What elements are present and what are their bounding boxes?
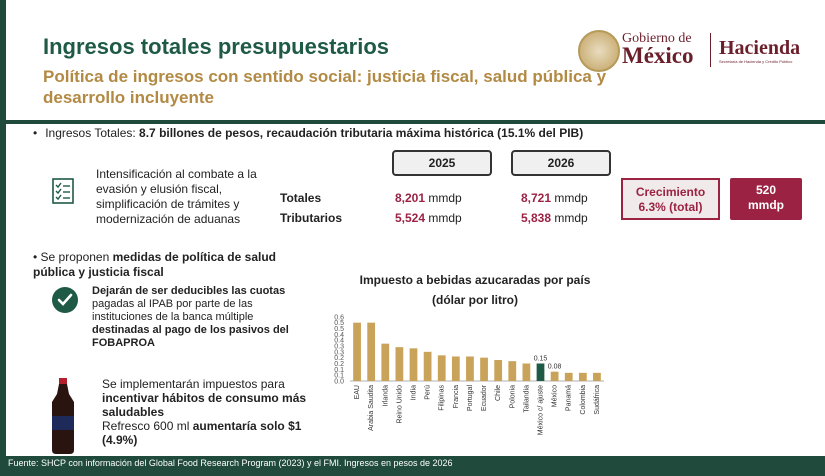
x-tick-label: México c/ ajuste (538, 385, 545, 435)
y-tick-label: 0.6 (334, 314, 344, 321)
y-tick-label: 0.1 (334, 367, 344, 374)
logo-separator (710, 33, 711, 67)
checklist-icon (52, 178, 74, 204)
y-tick-label: 0.5 (334, 320, 344, 327)
bar (550, 371, 559, 381)
bar (367, 322, 376, 381)
x-tick-label: México (552, 385, 559, 407)
footer-source: Fuente: SHCP con información del Global … (0, 456, 825, 476)
bullet1-bold: 8.7 billones de pesos, recaudación tribu… (139, 126, 584, 140)
year-2026-header: 2026 (511, 150, 611, 176)
y-tick-label: 0.3 (334, 349, 344, 356)
x-tick-label: Sudáfrica (594, 385, 601, 415)
y-tick-label: 0.4 (334, 338, 344, 345)
growth-badge: Crecimiento 6.3% (total) (621, 178, 720, 220)
year-2025-header: 2025 (392, 150, 492, 176)
logo-hacienda-subtitle: Secretaría de Hacienda y Crédito Público (719, 59, 793, 64)
bar (381, 343, 390, 381)
intensificacion-text: Intensificación al combate a la evasión … (96, 167, 257, 226)
soda-bottle-icon (52, 378, 74, 454)
logo-gobierno-line2: México (622, 43, 694, 68)
bar (353, 322, 361, 381)
bullet2-prefix: Se proponen (40, 250, 113, 264)
header-divider (0, 120, 825, 124)
bullet-ingresos-totales: • Ingresos Totales: 8.7 billones de pesos… (33, 126, 583, 140)
value-tributarios-2026: 5,838 mmdp (521, 211, 588, 225)
impuestos-text: Se implementarán impuestos para incentiv… (102, 377, 307, 447)
value-totales-2025: 8,201 mmdp (395, 191, 462, 205)
x-tick-label: Colombia (580, 385, 587, 415)
deducibles-text: Dejarán de ser deducibles las cuotas pag… (92, 285, 289, 349)
x-tick-label: Arabia Saudita (368, 385, 375, 431)
bar (437, 355, 446, 381)
x-tick-label: Tailandia (523, 385, 530, 413)
chart-title: Impuesto a bebidas azucaradas por país (… (340, 270, 610, 310)
growth-line1: Crecimiento (635, 185, 706, 199)
x-tick-label: EAU (354, 385, 361, 399)
amount-badge: 520 mmdp (730, 178, 802, 220)
bar (536, 363, 545, 381)
bullet2-bold: medidas de política de salud pública y j… (33, 250, 276, 279)
chart-title-line2: (dólar por litro) (432, 293, 518, 307)
y-tick-label: 0.4 (334, 332, 344, 339)
row-label-totales: Totales (280, 191, 322, 205)
page-subtitle: Política de ingresos con sentido social:… (43, 67, 607, 107)
bar (395, 347, 404, 381)
y-tick-label: 0.5 (334, 326, 344, 333)
x-tick-label: Chile (495, 385, 502, 401)
y-tick-label: 0.2 (334, 355, 344, 362)
bullet-dot: • (33, 250, 38, 264)
bullet-medidas: • Se proponen medidas de política de sal… (33, 250, 303, 280)
bar (593, 372, 601, 381)
value-tributarios-2025: 5,524 mmdp (395, 211, 462, 225)
bar (564, 372, 573, 381)
amount-line2: mmdp (748, 198, 784, 212)
chart-title-line1: Impuesto a bebidas azucaradas por país (359, 273, 591, 287)
y-tick-label: 0.2 (334, 361, 344, 368)
bar (466, 356, 474, 381)
bar (451, 356, 460, 381)
data-label: 0.08 (548, 364, 562, 371)
bar (578, 372, 587, 381)
y-tick-label: 0.1 (334, 373, 344, 380)
x-tick-label: Perú (425, 385, 432, 400)
x-tick-label: Ecuador (481, 384, 488, 411)
bullet1-prefix: Ingresos Totales: (45, 126, 140, 140)
page-title: Ingresos totales presupuestarios (43, 34, 389, 59)
amount-line1: 520 (755, 183, 777, 197)
growth-line2: 6.3% (total) (638, 200, 703, 214)
y-tick-label: 0.0 (334, 379, 344, 386)
bar (409, 348, 418, 381)
checkmark-icon (52, 287, 78, 313)
x-tick-label: Filipinas (439, 385, 446, 411)
x-tick-label: Panamá (566, 385, 573, 411)
logo-gobierno-line1: Gobierno de (622, 31, 692, 46)
bar (508, 361, 517, 381)
value-totales-2026: 8,721 mmdp (521, 191, 588, 205)
bar (423, 351, 432, 381)
government-logo: Gobierno de México Hacienda Secretaría d… (578, 28, 808, 72)
logo-hacienda: Hacienda (719, 37, 801, 59)
bar (480, 357, 488, 381)
bar (494, 360, 503, 381)
row-label-tributarios: Tributarios (280, 211, 343, 225)
coat-of-arms-icon (578, 30, 620, 72)
y-tick-label: 0.3 (334, 344, 344, 351)
x-tick-label: Reino Unido (396, 385, 403, 424)
data-label: 0.15 (534, 356, 548, 363)
x-tick-label: Francia (453, 385, 460, 408)
bullet-dot: • (33, 126, 38, 140)
x-tick-label: Polonia (509, 385, 516, 408)
x-tick-label: Irlanda (382, 385, 389, 407)
x-tick-label: Portugal (467, 385, 474, 412)
x-tick-label: India (411, 385, 418, 400)
bar (522, 363, 531, 381)
left-brand-bar (0, 0, 6, 476)
